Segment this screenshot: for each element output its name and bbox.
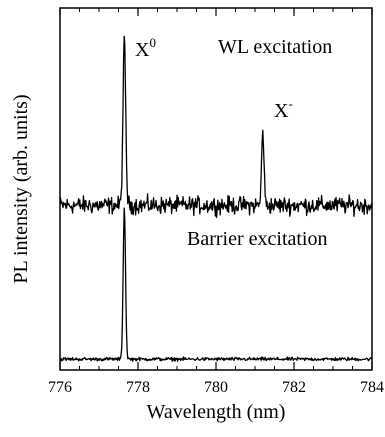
series-line-barrier-excitation [59,207,373,362]
peak-label-x0: X0 [135,35,156,61]
peak-label-x-minus: X- [274,96,293,122]
series-label-barrier-excitation: Barrier excitation [187,228,328,250]
tick-layer: 776 778 780 782 784 [48,8,384,396]
x-axis-title: Wavelength (nm) [147,401,286,423]
x-tick-label: 780 [204,379,228,396]
series-label-wl-excitation: WL excitation [218,36,332,58]
x-tick-label: 778 [126,379,150,396]
series-line-wl-excitation [59,35,373,218]
series-layer [59,35,373,362]
label-layer: WL excitation Barrier excitation X0 X- [135,35,332,250]
x-tick-label: 782 [282,379,306,396]
x-tick-label: 776 [48,379,72,396]
y-axis-title: PL intensity (arb. units) [10,94,32,283]
plot-frame [59,7,373,371]
x-tick-label: 784 [360,379,384,396]
